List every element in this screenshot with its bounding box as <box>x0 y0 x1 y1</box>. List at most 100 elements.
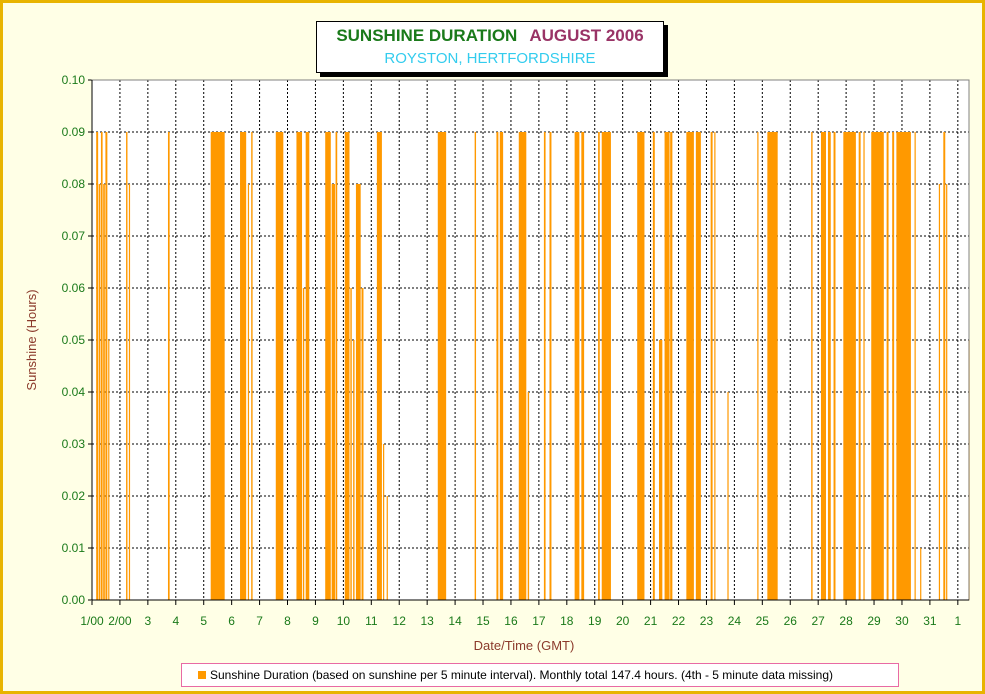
sunshine-bar <box>943 132 945 600</box>
sunshine-bar <box>939 184 940 600</box>
x-tick-label: 3 <box>145 614 152 628</box>
x-tick-label: 8 <box>284 614 291 628</box>
x-tick-label: 28 <box>839 614 853 628</box>
sunshine-bar <box>659 340 662 600</box>
legend-label: Sunshine Duration (based on sunshine per… <box>210 668 833 682</box>
x-tick-label: 10 <box>337 614 351 628</box>
sunshine-bar <box>920 548 921 600</box>
x-tick-label: 19 <box>588 614 602 628</box>
x-tick-label: 11 <box>365 614 378 628</box>
y-tick-label: 0.08 <box>62 177 86 191</box>
y-tick-label: 0.10 <box>62 73 86 87</box>
sunshine-bar <box>248 184 249 600</box>
sunshine-bar <box>168 132 170 600</box>
sunshine-bar <box>653 132 655 600</box>
sunshine-bar <box>345 132 350 600</box>
sunshine-bar <box>896 132 911 600</box>
sunshine-bar <box>126 132 127 600</box>
sunshine-bar <box>915 132 916 600</box>
x-tick-label: 23 <box>700 614 714 628</box>
sunshine-bar <box>251 132 252 600</box>
sunshine-bar <box>575 132 580 600</box>
sunshine-bar <box>303 288 304 600</box>
sunshine-bar <box>336 132 338 600</box>
sunshine-bar <box>129 184 130 600</box>
x-tick-label: 14 <box>448 614 462 628</box>
x-tick-label: 15 <box>476 614 490 628</box>
sunshine-bar <box>834 132 836 600</box>
sunshine-bar <box>475 132 476 600</box>
sunshine-bar <box>598 132 600 600</box>
x-tick-label: 6 <box>228 614 235 628</box>
x-tick-label: 1/00 <box>80 614 104 628</box>
sunshine-bar <box>696 132 701 600</box>
y-tick-label: 0.05 <box>62 333 86 347</box>
sunshine-bar <box>276 132 284 600</box>
sunshine-bar <box>383 444 384 600</box>
sunshine-bar <box>946 184 947 600</box>
sunshine-bar <box>757 132 758 600</box>
sunshine-bar <box>665 132 670 600</box>
sunshine-bar <box>332 184 335 600</box>
sunshine-bar <box>581 132 584 600</box>
y-axis-label: Sunshine (Hours) <box>24 289 39 390</box>
x-tick-label: 13 <box>420 614 434 628</box>
x-tick-label: 18 <box>560 614 574 628</box>
sunshine-bar <box>637 132 644 600</box>
x-tick-label: 7 <box>256 614 263 628</box>
sunshine-bar <box>496 132 498 600</box>
x-tick-label: 12 <box>393 614 407 628</box>
sunshine-bar <box>828 132 831 600</box>
sunshine-bar <box>325 132 331 600</box>
sunshine-bar <box>99 184 101 600</box>
sunshine-bar <box>686 132 694 600</box>
sunshine-bar <box>500 132 503 600</box>
sunshine-bar <box>544 132 546 600</box>
sunshine-bar <box>859 132 861 600</box>
sunshine-bar <box>767 132 777 600</box>
x-tick-label: 9 <box>312 614 319 628</box>
sunshine-bar <box>727 392 728 600</box>
x-tick-label: 5 <box>200 614 207 628</box>
sunshine-bar <box>549 132 551 600</box>
y-tick-label: 0.00 <box>62 593 86 607</box>
sunshine-bar <box>101 132 103 600</box>
x-tick-label: 29 <box>867 614 881 628</box>
sunshine-bar <box>211 132 225 600</box>
x-tick-label: 22 <box>672 614 686 628</box>
x-axis-label: Date/Time (GMT) <box>474 638 575 653</box>
y-tick-label: 0.06 <box>62 281 86 295</box>
sunshine-bar <box>843 132 856 600</box>
legend-swatch <box>198 671 206 679</box>
sunshine-bar <box>377 132 382 600</box>
sunshine-bar <box>892 132 894 600</box>
y-tick-label: 0.03 <box>62 437 86 451</box>
y-tick-label: 0.09 <box>62 125 86 139</box>
sunshine-bar <box>306 132 310 600</box>
sunshine-bar <box>811 132 812 600</box>
sunshine-bar <box>350 288 351 600</box>
x-tick-label: 27 <box>811 614 825 628</box>
sunshine-bar <box>105 132 107 600</box>
x-tick-label: 1 <box>954 614 961 628</box>
x-tick-label: 25 <box>756 614 770 628</box>
x-tick-label: 26 <box>784 614 798 628</box>
sunshine-bar <box>887 132 889 600</box>
sunshine-bar <box>387 496 388 600</box>
y-tick-label: 0.01 <box>62 541 86 555</box>
sunshine-bar <box>670 132 672 600</box>
sunshine-bar <box>438 132 446 600</box>
sunshine-bar <box>863 132 864 600</box>
chart-legend: Sunshine Duration (based on sunshine per… <box>181 663 899 687</box>
sunshine-bar <box>96 132 98 600</box>
sunshine-bar <box>714 132 715 600</box>
y-tick-label: 0.02 <box>62 489 86 503</box>
x-tick-label: 30 <box>895 614 909 628</box>
sunshine-bar <box>362 288 364 600</box>
sunshine-bar <box>240 132 246 600</box>
sunshine-bar <box>103 184 105 600</box>
x-tick-label: 16 <box>504 614 518 628</box>
x-tick-label: 4 <box>172 614 179 628</box>
x-tick-label: 2/00 <box>108 614 132 628</box>
